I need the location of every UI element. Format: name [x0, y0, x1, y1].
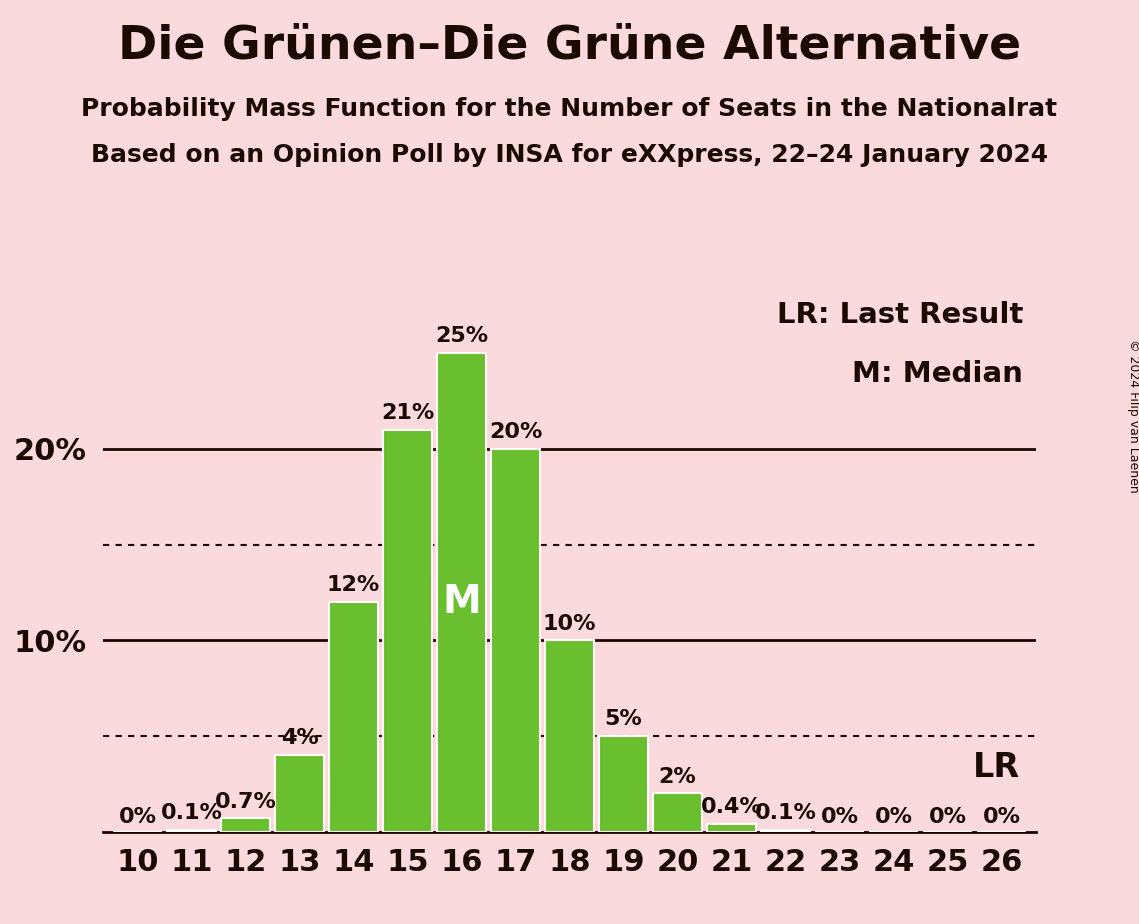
- Bar: [761, 830, 810, 832]
- Bar: [274, 755, 325, 832]
- Bar: [599, 736, 648, 832]
- Text: 2%: 2%: [658, 767, 696, 786]
- Bar: [653, 794, 703, 832]
- Text: 0%: 0%: [875, 807, 912, 827]
- Text: 0.1%: 0.1%: [754, 803, 817, 823]
- Text: LR: Last Result: LR: Last Result: [777, 301, 1023, 329]
- Text: 0.4%: 0.4%: [700, 797, 762, 817]
- Text: 0%: 0%: [118, 807, 156, 827]
- Text: 0%: 0%: [983, 807, 1021, 827]
- Text: M: M: [442, 583, 481, 621]
- Bar: [706, 824, 756, 832]
- Text: 0.1%: 0.1%: [161, 803, 222, 823]
- Bar: [544, 640, 595, 832]
- Text: Based on an Opinion Poll by INSA for eXXpress, 22–24 January 2024: Based on an Opinion Poll by INSA for eXX…: [91, 143, 1048, 167]
- Text: 0%: 0%: [928, 807, 966, 827]
- Text: M: Median: M: Median: [852, 360, 1023, 388]
- Text: Die Grünen–Die Grüne Alternative: Die Grünen–Die Grüne Alternative: [118, 23, 1021, 68]
- Bar: [436, 353, 486, 832]
- Text: 0%: 0%: [820, 807, 859, 827]
- Text: Probability Mass Function for the Number of Seats in the Nationalrat: Probability Mass Function for the Number…: [81, 97, 1058, 121]
- Text: © 2024 Filip van Laenen: © 2024 Filip van Laenen: [1126, 339, 1139, 492]
- Text: 20%: 20%: [489, 422, 542, 442]
- Bar: [166, 830, 216, 832]
- Text: 12%: 12%: [327, 576, 380, 595]
- Text: 4%: 4%: [280, 728, 319, 748]
- Text: 25%: 25%: [435, 326, 489, 346]
- Bar: [491, 449, 540, 832]
- Text: 10%: 10%: [543, 614, 596, 634]
- Bar: [383, 430, 433, 832]
- Text: 0.7%: 0.7%: [214, 792, 277, 811]
- Text: 5%: 5%: [605, 710, 642, 729]
- Bar: [329, 602, 378, 832]
- Text: LR: LR: [973, 750, 1021, 784]
- Bar: [221, 819, 270, 832]
- Text: 21%: 21%: [380, 403, 434, 423]
